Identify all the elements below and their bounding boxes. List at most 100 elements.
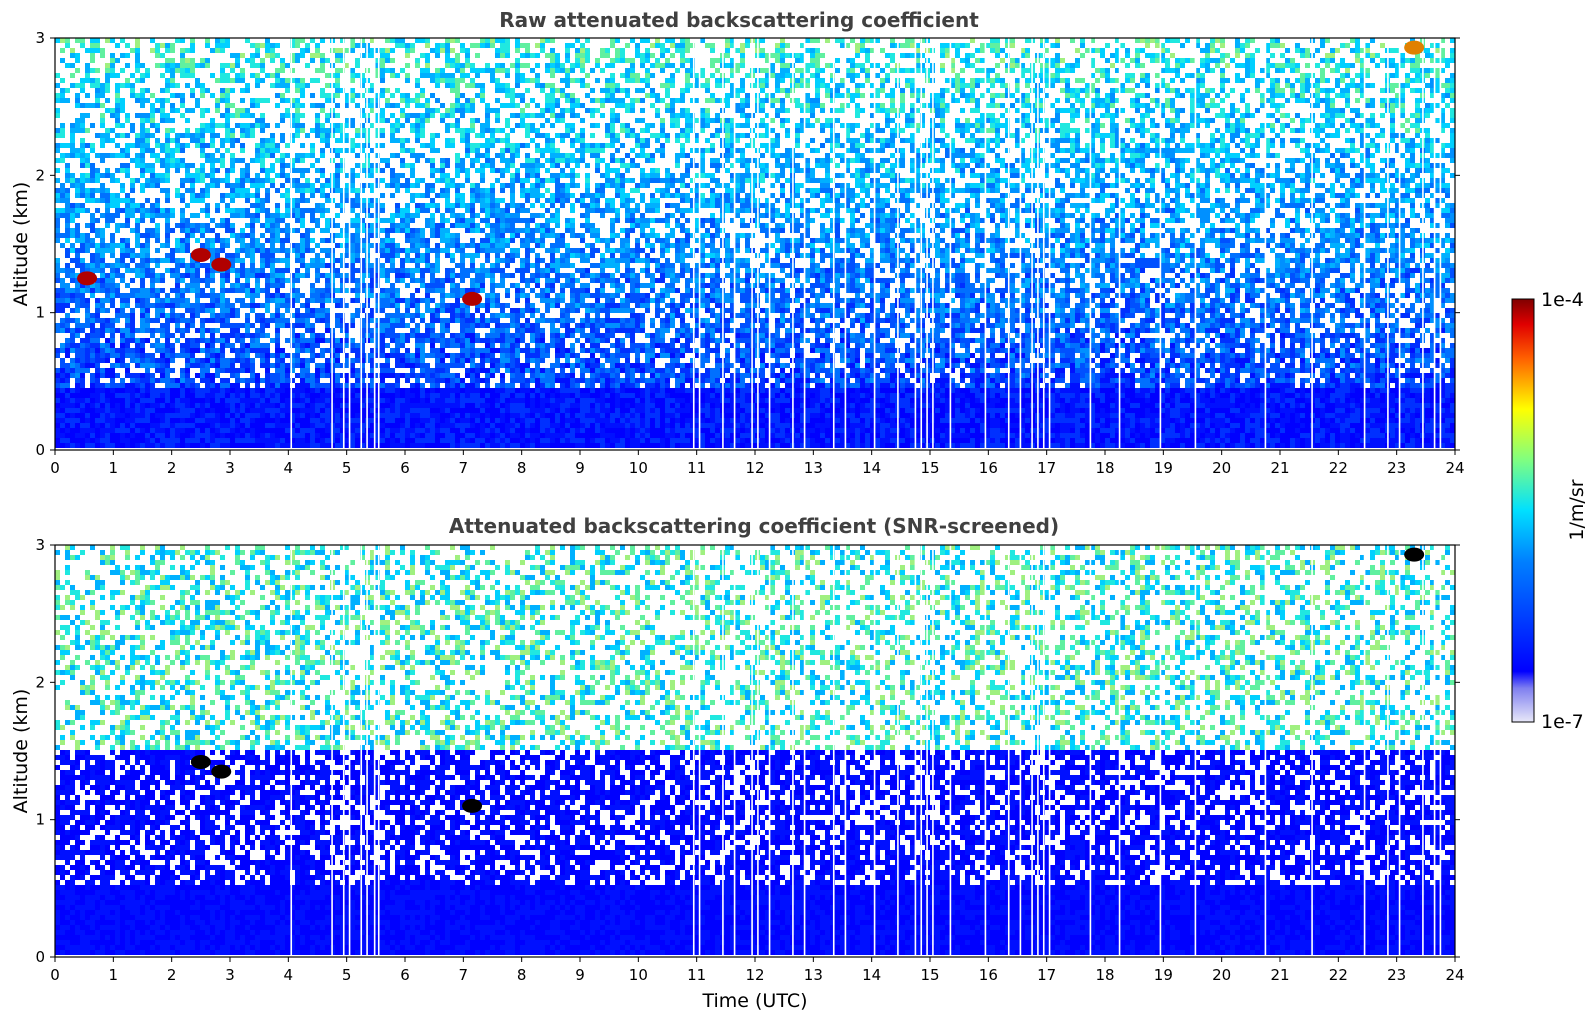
heatmap-cell <box>765 163 770 168</box>
heatmap-cell <box>1270 53 1275 58</box>
heatmap-cell <box>185 188 190 193</box>
heatmap-cell <box>1045 123 1050 128</box>
heatmap-cell <box>470 123 475 128</box>
heatmap-cell <box>1360 183 1365 188</box>
heatmap-cell <box>195 138 200 143</box>
heatmap-cell <box>1235 73 1240 78</box>
heatmap-cell <box>405 163 410 168</box>
heatmap-cell <box>1430 83 1435 88</box>
heatmap-cell <box>450 88 455 93</box>
heatmap-cell <box>600 98 605 103</box>
heatmap-cell <box>550 108 555 113</box>
heatmap-cell <box>1230 123 1235 128</box>
heatmap-cell <box>1395 93 1400 98</box>
heatmap-cell <box>1110 153 1115 158</box>
heatmap-cell <box>725 153 730 158</box>
heatmap-cell <box>1405 183 1410 188</box>
heatmap-cell <box>1210 48 1215 53</box>
heatmap-cell <box>1090 103 1095 108</box>
heatmap-cell <box>890 43 895 48</box>
heatmap-cell <box>765 58 770 63</box>
heatmap-cell <box>450 38 455 43</box>
heatmap-cell <box>60 198 65 203</box>
heatmap-cell <box>1090 138 1095 143</box>
heatmap-cell <box>1070 143 1075 148</box>
heatmap-cell <box>580 103 585 108</box>
heatmap-cell <box>625 43 630 48</box>
heatmap-cell <box>245 113 250 118</box>
heatmap-cell <box>295 133 300 138</box>
heatmap-cell <box>1135 63 1140 68</box>
heatmap-cell <box>1280 53 1285 58</box>
heatmap-cell <box>705 43 710 48</box>
heatmap-cell <box>310 38 315 43</box>
heatmap-cell <box>465 143 470 148</box>
heatmap-cell <box>1155 43 1160 48</box>
heatmap-cell <box>1315 128 1320 133</box>
heatmap-cell <box>560 133 565 138</box>
heatmap-cell <box>510 178 515 183</box>
heatmap-cell <box>495 178 500 183</box>
heatmap-cell <box>240 128 245 133</box>
heatmap-cell <box>825 183 830 188</box>
heatmap-cell <box>500 188 505 193</box>
heatmap-cell <box>1110 113 1115 118</box>
heatmap-cell <box>1140 153 1145 158</box>
heatmap-cell <box>740 153 745 158</box>
heatmap-cell <box>1010 63 1015 68</box>
heatmap-cell <box>855 138 860 143</box>
heatmap-cell <box>665 93 670 98</box>
heatmap-cell <box>785 53 790 58</box>
heatmap-cell <box>155 138 160 143</box>
heatmap-cell <box>1330 48 1335 53</box>
heatmap-cell <box>800 43 805 48</box>
heatmap-cell <box>1200 183 1205 188</box>
heatmap-cell <box>830 118 835 123</box>
heatmap-cell <box>1290 118 1295 123</box>
heatmap-cell <box>1020 163 1025 168</box>
heatmap-cell <box>300 183 305 188</box>
heatmap-cell <box>805 93 810 98</box>
heatmap-cell <box>1370 123 1375 128</box>
heatmap-cell <box>675 188 680 193</box>
heatmap-cell <box>915 58 920 63</box>
heatmap-cell <box>1205 58 1210 63</box>
heatmap-cell <box>1055 148 1060 153</box>
heatmap-cell <box>170 163 175 168</box>
heatmap-cell <box>1225 123 1230 128</box>
heatmap-cell <box>420 38 425 43</box>
heatmap-cell <box>845 88 850 93</box>
heatmap-cell <box>940 93 945 98</box>
heatmap-cell <box>710 163 715 168</box>
heatmap-cell <box>890 163 895 168</box>
heatmap-cell <box>1430 68 1435 73</box>
heatmap-cell <box>1380 183 1385 188</box>
heatmap-cell <box>180 48 185 53</box>
heatmap-cell <box>810 168 815 173</box>
heatmap-cell <box>785 133 790 138</box>
heatmap-cell <box>1285 113 1290 118</box>
heatmap-cell <box>1400 53 1405 58</box>
heatmap-cell <box>290 123 295 128</box>
heatmap-cell <box>615 88 620 93</box>
heatmap-cell <box>740 198 745 203</box>
heatmap-cell <box>1220 43 1225 48</box>
heatmap-cell <box>55 178 60 183</box>
heatmap-cell <box>1290 168 1295 173</box>
heatmap-cell <box>570 128 575 133</box>
heatmap-cell <box>1040 88 1045 93</box>
heatmap-cell <box>560 173 565 178</box>
heatmap-cell <box>435 148 440 153</box>
heatmap-cell <box>670 43 675 48</box>
heatmap-cell <box>215 43 220 48</box>
heatmap-cell <box>700 153 705 158</box>
heatmap-cell <box>550 93 555 98</box>
heatmap-cell <box>1190 108 1195 113</box>
heatmap-cell <box>70 63 75 68</box>
heatmap-cell <box>775 143 780 148</box>
heatmap-cell <box>760 133 765 138</box>
heatmap-cell <box>700 108 705 113</box>
heatmap-cell <box>675 98 680 103</box>
heatmap-cell <box>740 78 745 83</box>
heatmap-cell <box>230 153 235 158</box>
